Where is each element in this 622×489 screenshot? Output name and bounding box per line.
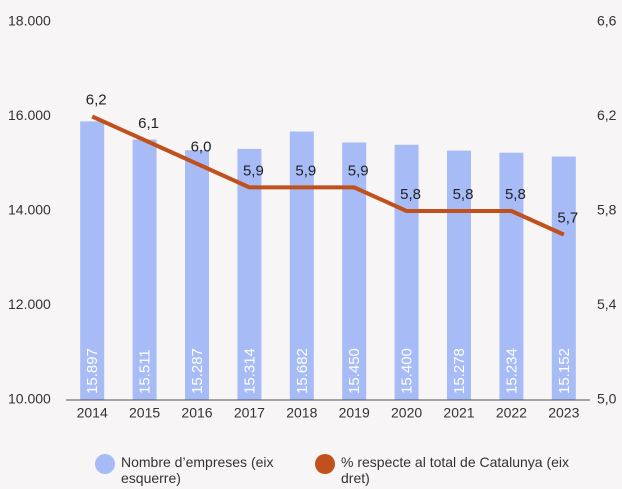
bar-value-label: 15.234	[503, 348, 520, 394]
y2-tick-label: 5,0	[597, 391, 617, 407]
bar	[80, 121, 105, 400]
y-tick-label: 18.000	[8, 13, 51, 29]
x-tick-label: 2022	[496, 405, 527, 421]
x-tick-label: 2016	[181, 405, 212, 421]
bar	[394, 144, 419, 400]
y-tick-label: 12.000	[8, 296, 51, 312]
bar	[447, 150, 471, 400]
x-tick-label: 2015	[129, 405, 160, 421]
x-tick-label: 2019	[339, 405, 370, 421]
bar-value-label: 15.314	[241, 348, 258, 394]
x-tick-label: 2014	[77, 405, 108, 421]
line-value-label: 5,8	[453, 186, 474, 203]
line-value-label: 5,9	[295, 162, 316, 179]
line-value-label: 6,0	[191, 139, 212, 156]
line-value-label: 5,9	[243, 162, 264, 179]
line-value-label: 6,2	[86, 91, 107, 108]
y-tick-label: 14.000	[8, 202, 51, 218]
bar-value-label: 15.152	[556, 348, 573, 394]
bar	[499, 152, 524, 400]
bar-value-label: 15.400	[399, 348, 416, 394]
x-tick-label: 2018	[286, 405, 317, 421]
x-tick-label: 2021	[443, 405, 474, 421]
line-value-label: 5,8	[505, 186, 526, 203]
legend-entry: Nombre d’empreses (eix esquerre)	[95, 454, 276, 486]
bar	[551, 156, 576, 400]
bar	[132, 139, 157, 400]
y2-tick-label: 5,8	[597, 202, 617, 218]
x-tick-label: 2020	[391, 405, 422, 421]
bar-value-label: 15.897	[84, 348, 101, 394]
y2-tick-label: 5,4	[597, 296, 617, 312]
bar-value-label: 15.450	[346, 348, 363, 394]
y-tick-label: 10.000	[8, 391, 51, 407]
line	[91, 114, 565, 237]
bar	[289, 131, 314, 400]
chart: 10.000 12.000 14.000 16.000 18.000 5,0 5,4 5,8 6…	[8, 13, 617, 421]
legend-label: % respecte al total de Catalunya (eix dr…	[341, 454, 570, 486]
legend-label: Nombre d’empreses (eix esquerre)	[121, 454, 274, 486]
bar-value-label: 15.511	[137, 349, 154, 394]
legend-swatch	[95, 454, 115, 474]
bar-value-label: 15.682	[294, 348, 311, 394]
bar-value-label: 15.278	[451, 348, 468, 394]
y2-tick-label: 6,6	[597, 13, 617, 29]
bar	[185, 150, 209, 400]
legend-entry: % respecte al total de Catalunya (eix dr…	[315, 454, 591, 486]
line-value-label: 5,8	[400, 186, 421, 203]
x-tick-label: 2017	[234, 405, 265, 421]
line-value-label: 6,1	[138, 115, 159, 132]
bar	[237, 148, 262, 400]
line-value-label: 5,7	[557, 210, 578, 227]
y2-tick-label: 6,2	[597, 107, 617, 123]
x-tick-label: 2023	[548, 405, 579, 421]
line-value-label: 5,9	[348, 162, 369, 179]
y-tick-label: 16.000	[8, 107, 51, 123]
legend-swatch	[315, 454, 335, 474]
bar-value-label: 15.287	[189, 348, 206, 394]
